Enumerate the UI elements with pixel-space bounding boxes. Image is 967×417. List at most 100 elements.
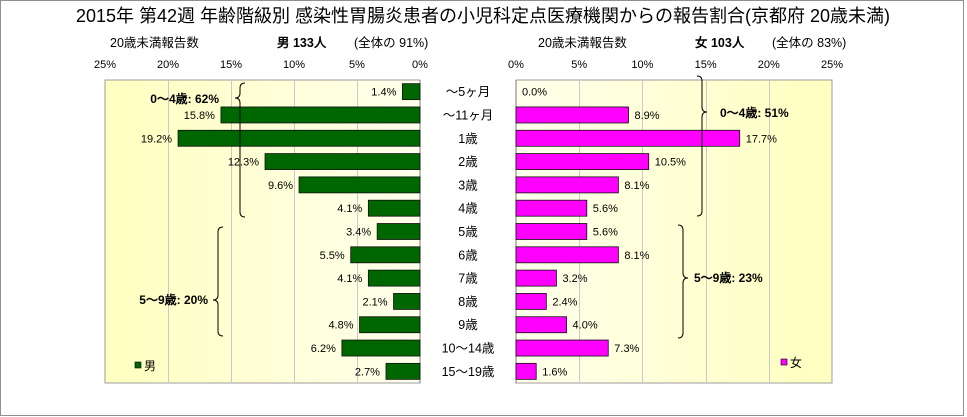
category-label: 10～14歳 <box>442 342 495 356</box>
data-labels: 1.4%15.8%19.2%12.3%9.6%4.1%3.4%5.5%4.1%2… <box>141 87 777 379</box>
male-legend: 男 <box>134 359 156 373</box>
male-x-tick-label: 10% <box>283 59 305 71</box>
male-bar <box>341 339 421 357</box>
male-data-label: 3.4% <box>346 227 371 239</box>
chart-title: 2015年 第42週 年齢階級別 感染性胃腸炎患者の小児科定点医療機関からの報告… <box>76 6 890 26</box>
male-x-tick-label: 15% <box>220 59 242 71</box>
male-bar <box>401 83 421 101</box>
male-data-label: 1.4% <box>371 87 396 99</box>
female-legend-label: 女 <box>790 355 802 370</box>
female-bar <box>515 223 588 240</box>
male-x-tick-label: 20% <box>157 59 179 71</box>
female-data-label: 2.4% <box>552 296 577 308</box>
male-header: 20歳未満報告数 <box>110 35 199 50</box>
female-data-label: 8.9% <box>634 110 659 122</box>
male-count-label: 男 133人 <box>277 35 327 50</box>
male-data-label: 2.7% <box>355 366 380 378</box>
female-legend-swatch <box>780 358 788 366</box>
female-data-label: 8.1% <box>624 180 649 192</box>
female-data-label: 3.2% <box>562 273 587 285</box>
female-x-tick-label: 5% <box>571 59 587 71</box>
male-share-label: (全体の 91%) <box>354 35 428 50</box>
male-plot-area <box>104 79 421 384</box>
female-legend: 女 <box>780 355 802 370</box>
female-bar <box>515 293 547 310</box>
female-age-5-9-annotation: 5～9歳: 23% <box>694 270 763 285</box>
female-bar <box>515 199 588 217</box>
male-bar <box>177 129 421 147</box>
category-labels: ～5ヶ月 ～11ヶ月 1歳 2歳 3歳 4歳 5歳 6歳 7歳 8歳 9歳 10～14歳 15～19歳 <box>442 85 495 379</box>
male-bar <box>385 362 421 380</box>
female-share-label: (全体の 83%) <box>772 35 846 50</box>
male-data-label: 12.3% <box>228 157 259 169</box>
male-data-label: 4.1% <box>337 203 362 215</box>
female-bar <box>515 269 557 287</box>
female-bar <box>515 339 609 357</box>
female-data-label: 17.7% <box>746 133 777 145</box>
female-age-0-4-annotation: 0～4歳: 51% <box>720 105 789 120</box>
category-label: 3歳 <box>458 178 478 192</box>
male-bar <box>367 269 421 287</box>
category-label: 2歳 <box>458 155 478 169</box>
female-age-0-4-brace <box>696 75 708 217</box>
female-data-label: 8.1% <box>624 250 649 262</box>
female-data-label: 0.0% <box>522 87 547 99</box>
male-x-tick-label: 0% <box>412 59 428 71</box>
male-bar <box>298 176 421 194</box>
male-bar <box>350 246 421 264</box>
female-bar <box>515 246 619 264</box>
female-age-5-9-brace <box>677 224 689 339</box>
male-data-label: 5.5% <box>320 250 345 262</box>
category-label: 7歳 <box>458 272 478 286</box>
male-age-0-4-brace <box>234 82 246 218</box>
female-bar <box>515 362 537 380</box>
category-label: 9歳 <box>458 318 478 332</box>
male-legend-label: 男 <box>144 359 156 373</box>
category-label: ～11ヶ月 <box>443 108 493 122</box>
female-data-label: 7.3% <box>614 343 639 355</box>
category-label: 1歳 <box>458 132 478 146</box>
male-legend-swatch <box>134 361 142 369</box>
male-data-label: 9.6% <box>268 180 293 192</box>
male-x-tick-label: 5% <box>349 59 365 71</box>
category-label: 15～19歳 <box>442 365 495 379</box>
male-bar <box>359 316 421 334</box>
female-bar <box>515 153 650 170</box>
female-data-label: 10.5% <box>655 157 686 169</box>
female-bar <box>515 316 567 334</box>
female-data-label: 1.6% <box>542 366 567 378</box>
female-x-tick-label: 25% <box>821 59 843 71</box>
bars <box>177 83 741 380</box>
male-data-label: 15.8% <box>184 110 215 122</box>
male-age-5-9-brace <box>212 226 224 337</box>
male-data-label: 19.2% <box>141 133 172 145</box>
female-x-tick-label: 20% <box>758 59 780 71</box>
female-count-label: 女 103人 <box>695 35 745 50</box>
male-data-label: 4.8% <box>328 320 353 332</box>
male-bar <box>376 223 421 240</box>
female-data-label: 5.6% <box>593 227 618 239</box>
male-bar <box>393 293 421 310</box>
male-data-label: 2.1% <box>362 296 387 308</box>
male-bar <box>220 106 421 124</box>
female-header: 20歳未満報告数 <box>538 35 627 50</box>
female-bar <box>515 106 629 124</box>
x-tick-labels: 25% 20% 15% 10% 5% 0% 0% 5% 10% 15% 20% 25% <box>94 59 843 71</box>
female-bar <box>515 129 741 147</box>
female-data-label: 5.6% <box>593 203 618 215</box>
male-data-label: 4.1% <box>337 273 362 285</box>
male-age-0-4-annotation: 0～4歳: 62% <box>150 91 219 106</box>
male-bar <box>367 199 421 217</box>
female-x-tick-label: 15% <box>695 59 717 71</box>
category-label: ～5ヶ月 <box>446 85 490 99</box>
male-bar <box>264 153 421 170</box>
female-x-tick-label: 10% <box>631 59 653 71</box>
male-x-tick-label: 25% <box>94 59 116 71</box>
category-label: 6歳 <box>458 248 478 262</box>
category-label: 8歳 <box>458 295 478 309</box>
male-age-5-9-annotation: 5～9歳: 20% <box>139 292 208 307</box>
category-label: 4歳 <box>458 202 478 216</box>
category-label: 5歳 <box>458 225 478 239</box>
